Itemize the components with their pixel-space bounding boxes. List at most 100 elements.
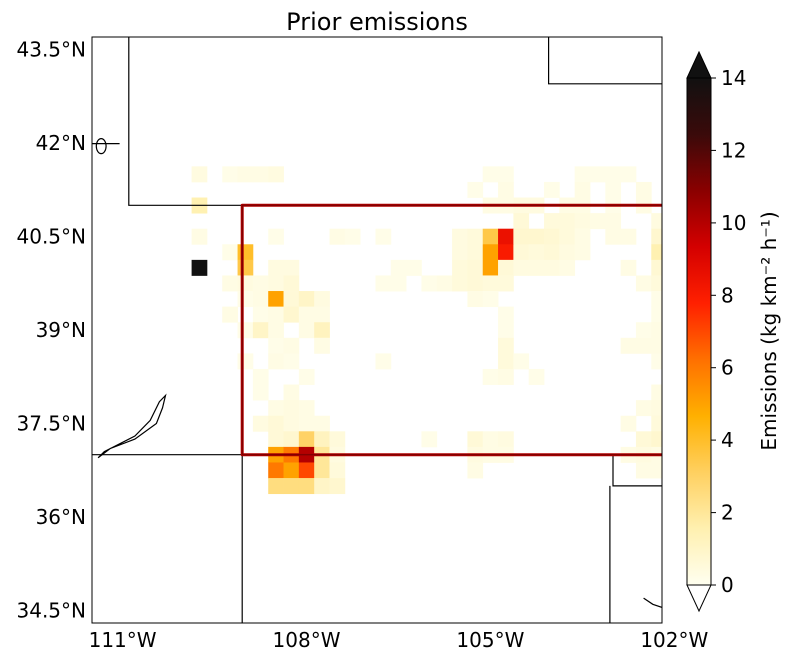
emission-cell (283, 415, 300, 432)
emission-cell (651, 213, 662, 230)
emission-cell (283, 306, 300, 323)
emission-cell (268, 462, 284, 479)
emission-cell (589, 213, 606, 230)
emission-cell (268, 275, 284, 292)
emission-cell (482, 275, 499, 292)
emission-cell (329, 228, 346, 245)
emission-cell (467, 228, 484, 245)
emission-cell (237, 353, 254, 370)
emission-cell (544, 244, 560, 261)
emission-cell (651, 337, 662, 354)
emission-cell (268, 478, 284, 495)
emission-cell (375, 275, 392, 292)
emission-cell (651, 259, 662, 276)
emission-cell (314, 478, 330, 495)
emission-cell (605, 228, 622, 245)
emission-cell (268, 228, 284, 245)
emission-cell (528, 228, 545, 245)
map-axes (91, 36, 683, 624)
emission-cell (528, 368, 545, 385)
emission-cell (467, 181, 484, 198)
emission-cell (498, 431, 514, 448)
emission-cell (513, 259, 530, 276)
emission-cell (620, 166, 637, 183)
state-border (662, 205, 671, 267)
emission-cell (283, 337, 300, 354)
emission-cell (252, 291, 269, 308)
emission-cell (222, 306, 238, 323)
emission-cell (452, 275, 468, 292)
emission-cell (651, 244, 662, 261)
emission-cell (452, 228, 468, 245)
emission-cell (651, 322, 662, 339)
emission-cell (498, 306, 514, 323)
lon-tick-label: 102°W (640, 628, 708, 652)
emission-cell (268, 322, 284, 339)
emission-cell (635, 462, 652, 479)
emission-cell (559, 244, 576, 261)
emission-cell (651, 462, 662, 479)
emission-cell (667, 244, 683, 260)
emission-cell (482, 291, 499, 308)
emission-cell (574, 244, 591, 261)
emission-cell (667, 462, 683, 478)
emission-cell (298, 322, 315, 339)
emission-cell (252, 275, 269, 292)
emission-cell (544, 213, 560, 230)
emission-cell (513, 353, 530, 370)
emission-cell (237, 166, 254, 183)
emission-cell (467, 291, 484, 308)
emission-cell (635, 275, 652, 292)
emission-cell (667, 166, 683, 182)
colorbar-extend-max (686, 50, 712, 79)
region-outline-inner (241, 204, 662, 456)
state-border (612, 454, 662, 487)
colorbar-extend-min (686, 584, 712, 613)
emission-cell (667, 416, 683, 432)
emission-cell (283, 462, 300, 479)
emission-cell (513, 213, 530, 230)
emission-cell (574, 181, 591, 198)
emission-cell (191, 228, 208, 245)
emission-cell (237, 244, 254, 261)
emission-cell (544, 228, 560, 245)
emission-cell (268, 415, 284, 432)
latitude-ticks: 43.5°N 42°N 40.5°N 39°N 37.5°N 36°N 34.5°N (17, 38, 87, 623)
lon-tick-label: 111°W (89, 628, 157, 652)
colorbar-tick-label: 10 (721, 211, 746, 235)
emission-cell (298, 462, 315, 479)
emission-cell (452, 244, 468, 261)
colorbar-body (686, 77, 712, 586)
map-background (92, 37, 662, 623)
emission-cell (635, 431, 652, 448)
emission-cell (651, 291, 662, 308)
emission-cell (667, 229, 683, 245)
emission-cell (482, 368, 499, 385)
emission-cell (237, 259, 254, 276)
colorbar-ticks: 0 2 4 6 8 10 12 14 (711, 66, 746, 597)
emission-cell (191, 259, 208, 276)
region-outline (240, 203, 662, 457)
emission-cell (620, 228, 637, 245)
emission-cell (667, 385, 683, 401)
emission-cell (252, 368, 269, 385)
emission-cell (222, 166, 238, 183)
emission-cell (559, 259, 576, 276)
emission-cell (651, 353, 662, 370)
emission-cell (421, 275, 438, 292)
emission-cell (667, 260, 683, 276)
emission-cell (314, 415, 330, 432)
colorbar: 0 2 4 6 8 10 12 14 Emissions (kg km⁻² h⁻¹) (686, 50, 781, 613)
lat-tick-label: 34.5°N (17, 599, 87, 623)
lat-tick-label: 43.5°N (17, 38, 87, 62)
emission-cell (298, 291, 315, 308)
emission-cell (329, 478, 346, 495)
emission-cell (390, 259, 407, 276)
emission-cell (651, 415, 662, 432)
emission-cell (544, 259, 560, 276)
emission-cell (605, 166, 622, 183)
emission-cell (651, 431, 662, 448)
emission-cell (298, 368, 315, 385)
emission-cell (651, 384, 662, 401)
